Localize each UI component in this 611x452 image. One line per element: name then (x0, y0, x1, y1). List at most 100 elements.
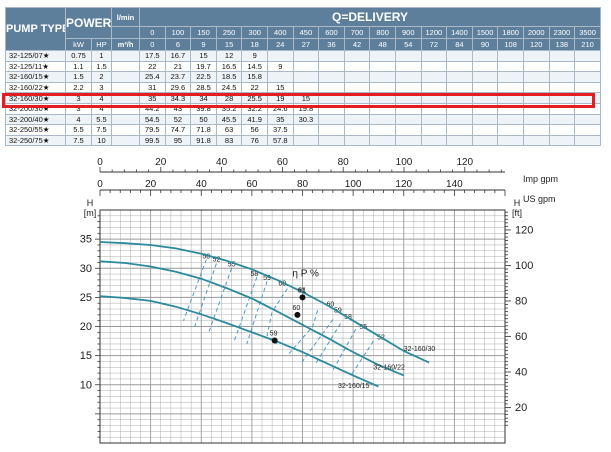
imp-gpm-tick-label: 120 (456, 157, 473, 168)
us-gpm-tick-label: 20 (145, 179, 157, 190)
m3h-value: 15 (215, 38, 243, 51)
curve-label: 32-160/22 (373, 365, 405, 372)
imp-gpm-tick-label: 100 (396, 157, 413, 168)
lmin-value: 1200 (420, 26, 448, 39)
us-gpm-tick-label: 140 (446, 179, 463, 190)
pump-performance-table: PUMP TYPE POWER l/min Q=DELIVERY 0 100 150… (4, 7, 601, 147)
us-gpm-tick-label: 0 (97, 179, 103, 190)
y-right-tick-label: 40 (515, 366, 527, 378)
lmin-value: 250 (215, 26, 243, 39)
imp-gpm-tick-label: 40 (216, 157, 228, 168)
curve-label: 32-160/30 (404, 346, 436, 353)
m3h-value: 48 (369, 38, 396, 51)
table-row: 32-125/07★ 0.75 1 17.5 16.7 15 12 9 (4, 50, 601, 62)
lmin-value: 600 (318, 26, 345, 39)
efficiency-isoline (193, 263, 217, 330)
efficiency-isoline-label: 50 (202, 253, 210, 260)
m3h-value: 210 (574, 38, 601, 51)
m3h-value: 138 (548, 38, 576, 51)
lmin-value: 450 (292, 26, 320, 39)
performance-curve (99, 260, 405, 377)
y-right-tick-label: 100 (515, 260, 533, 272)
imp-gpm-tick-label: 80 (338, 157, 350, 168)
efficiency-isoline-label: 55 (228, 262, 236, 269)
imp-gpm-axis-label: Imp gpm (523, 174, 558, 184)
y-right-axis-unit: [ft] (512, 208, 522, 218)
lmin-value: 2300 (548, 26, 576, 39)
imp-gpm-tick-label: 20 (155, 157, 167, 168)
efficiency-point (271, 337, 278, 344)
m3h-value: 24 (266, 38, 294, 51)
y-left-tick-label: 30 (80, 263, 92, 275)
lmin-value: 3500 (574, 26, 601, 39)
m3h-value: 90 (471, 38, 499, 51)
us-gpm-axis-label: US gpm (523, 194, 556, 204)
m3h-value: 42 (343, 38, 371, 51)
delivery-header: Q=DELIVERY (139, 7, 601, 27)
table-row: 32-250/55★ 5.5 7.5 79.5 74.7 71.8 63 56 37.5 (4, 124, 601, 136)
y-left-tick-label: 15 (80, 350, 92, 362)
m3h-value: 9 (190, 38, 217, 51)
us-gpm-tick-label: 120 (395, 179, 412, 190)
m3h-value: 27 (292, 38, 320, 51)
m3h-value: 120 (522, 38, 550, 51)
lmin-value: 150 (190, 26, 217, 39)
model-cell: 32-250/75★ (4, 134, 67, 147)
m3h-value: 84 (446, 38, 473, 51)
lmin-value: 100 (164, 26, 192, 39)
imp-gpm-tick-label: 60 (277, 157, 289, 168)
table-row: 32-160/22★ 2.2 3 31 29.6 28.5 24.5 22 15 (4, 81, 601, 94)
efficiency-isoline-label: 59 (263, 275, 271, 282)
efficiency-isoline (183, 259, 207, 321)
m3h-value: 108 (497, 38, 524, 51)
y-right-tick-label: 20 (515, 402, 527, 414)
y-left-tick-label: 20 (80, 321, 92, 333)
m3h-value: 36 (318, 38, 345, 51)
empty-cell (574, 134, 601, 147)
m3h-header: m³/h (111, 38, 141, 51)
efficiency-point-label: 60 (293, 305, 301, 312)
m3h-value: 18 (241, 38, 268, 51)
efficiency-isoline (332, 329, 357, 371)
y-right-tick-label: 120 (515, 224, 533, 236)
y-right-tick-label: 80 (515, 295, 527, 307)
us-gpm-tick-label: 100 (345, 179, 362, 190)
efficiency-isoline (286, 310, 319, 356)
y-left-tick-label: 25 (80, 292, 92, 304)
efficiency-point-label: 61 (298, 287, 306, 294)
m3h-value: 54 (394, 38, 422, 51)
y-right-tick-label: 60 (515, 331, 527, 343)
us-gpm-tick-label: 40 (196, 179, 208, 190)
curve-label: 32-160/15 (338, 383, 370, 390)
performance-curve (99, 295, 379, 388)
spacer-cell (111, 134, 141, 147)
efficiency-isoline (314, 323, 341, 365)
efficiency-isoline-label: 60 (326, 302, 334, 309)
lmin-value: 1400 (446, 26, 473, 39)
m3h-row: kW HP m³/h 0 6 9 15 18 24 27 36 42 48 54 72 84 90 108 1… (6, 38, 601, 51)
lmin-header: l/min (111, 7, 141, 27)
lmin-row: 0 100 150 250 300 400 450 600 700 800 900 1200 1400 1… (6, 26, 601, 39)
efficiency-label: η P % (292, 268, 319, 279)
efficiency-isoline (208, 268, 233, 333)
lmin-value: 2000 (522, 26, 550, 39)
table-row: 32-125/11★ 1.1 1.5 22 21 19.7 16.5 14.5 9 (4, 60, 601, 73)
imp-gpm-tick-label: 0 (97, 157, 103, 168)
efficiency-point-label: 59 (270, 330, 278, 337)
pump-type-header: PUMP TYPE (4, 7, 67, 51)
efficiency-point (299, 294, 306, 301)
y-left-axis-label: H (87, 198, 94, 208)
efficiency-isoline (350, 340, 374, 377)
efficiency-isoline (233, 276, 258, 342)
y-left-tick-label: 10 (80, 379, 92, 391)
efficiency-point (294, 311, 301, 318)
efficiency-isoline-label: 52 (213, 256, 221, 263)
y-left-axis-unit: [m] (84, 208, 97, 218)
m3h-value: 0 (139, 38, 166, 51)
lmin-value: 700 (343, 26, 371, 39)
performance-curve (99, 241, 430, 364)
table-row: 32-250/75★ 7.5 10 99.5 95 91.8 83 76 57.8 (4, 134, 601, 147)
y-right-axis-label: H (514, 198, 521, 208)
kw-header: kW (65, 38, 93, 51)
